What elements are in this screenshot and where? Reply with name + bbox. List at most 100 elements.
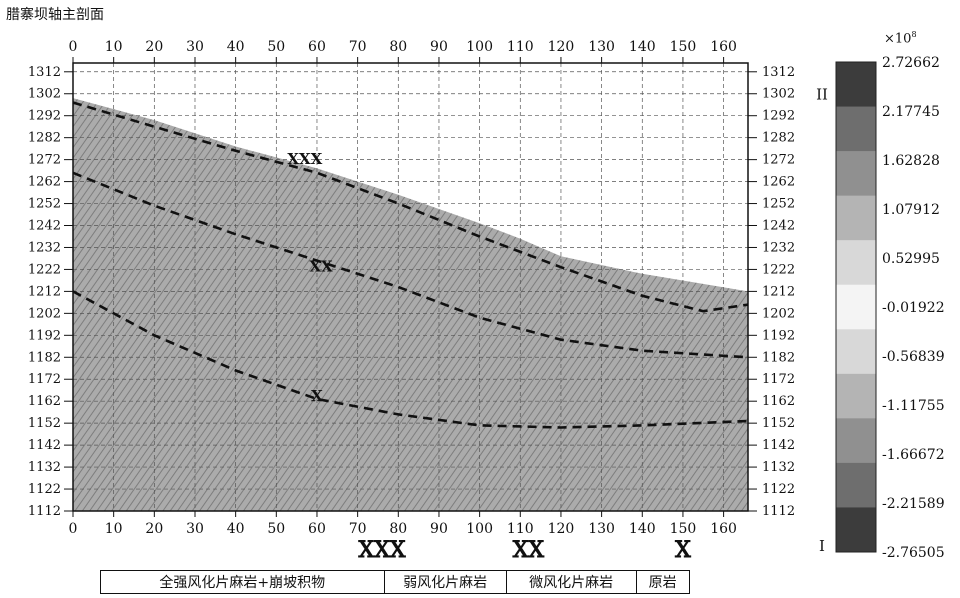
x-tick-label-bottom: 140 xyxy=(629,521,656,537)
y-tick-label-left: 1122 xyxy=(28,482,61,497)
colorbar-label: -2.21589 xyxy=(882,496,945,512)
colorbar-label: 0.52995 xyxy=(882,251,940,267)
y-tick-label-left: 1142 xyxy=(28,438,61,453)
x-tick-label-top: 110 xyxy=(507,39,534,55)
y-tick-label-left: 1172 xyxy=(28,372,61,387)
x-tick-label-bottom: 160 xyxy=(710,521,737,537)
colorbar-frame xyxy=(835,61,877,553)
colorbar-band xyxy=(836,62,876,108)
y-tick-label-left: 1182 xyxy=(28,350,61,365)
y-tick-label-left: 1192 xyxy=(28,328,61,343)
y-tick-label-right: 1202 xyxy=(762,306,795,321)
y-tick-label-right: 1112 xyxy=(762,504,795,519)
colorbar-band xyxy=(836,151,876,197)
y-axis-right: 1312 1302 1292 1282 1272 1262 1252 1242 1232 1222… xyxy=(748,65,795,519)
y-tick-label-right: 1172 xyxy=(762,372,795,387)
colorbar-label: -1.11755 xyxy=(882,398,945,414)
colorbar-label: 1.62828 xyxy=(882,153,940,169)
side-label-bottom: I xyxy=(819,537,825,555)
colorbar-band xyxy=(836,195,876,241)
x-tick-label-bottom: 80 xyxy=(389,521,407,537)
side-labels: III xyxy=(816,86,828,555)
colorbar-label: -0.01922 xyxy=(882,300,945,316)
x-tick-label-top: 0 xyxy=(69,39,78,55)
bottom-zone-label: X xyxy=(675,538,691,563)
y-tick-label-left: 1242 xyxy=(28,219,61,234)
y-tick-label-right: 1232 xyxy=(762,240,795,255)
x-tick-label-top: 140 xyxy=(629,39,656,55)
x-tick-label-bottom: 90 xyxy=(430,521,448,537)
chart-title: 腊寨坝轴主剖面 xyxy=(6,7,104,23)
y-tick-label-right: 1212 xyxy=(762,284,795,299)
y-tick-label-left: 1162 xyxy=(28,394,61,409)
curve-label: X xyxy=(311,387,323,405)
x-tick-label-top: 120 xyxy=(548,39,575,55)
heatmap-field xyxy=(73,63,748,511)
y-tick-label-right: 1262 xyxy=(762,175,795,190)
x-tick-label-top: 40 xyxy=(227,39,245,55)
colorbar-label: 2.72662 xyxy=(882,55,940,71)
x-tick-label-bottom: 150 xyxy=(670,521,697,537)
y-tick-label-right: 1222 xyxy=(762,262,795,277)
y-tick-label-left: 1152 xyxy=(28,416,61,431)
colorbar-band xyxy=(836,329,876,375)
y-tick-label-right: 1282 xyxy=(762,131,795,146)
x-tick-label-top: 20 xyxy=(145,39,163,55)
colorbar-label: 2.17745 xyxy=(882,104,940,120)
y-tick-label-left: 1132 xyxy=(28,460,61,475)
y-tick-label-right: 1242 xyxy=(762,219,795,234)
colorbar-band xyxy=(836,240,876,286)
x-tick-label-bottom: 100 xyxy=(466,521,493,537)
x-axis-bottom: 0 10 20 30 40 50 60 70 80 90 100 110 120 130 140 150 160 xyxy=(69,511,737,537)
x-tick-label-top: 160 xyxy=(710,39,737,55)
y-tick-label-right: 1252 xyxy=(762,197,795,212)
zone-box: 微风化片麻岩 xyxy=(506,570,637,594)
colorbar: 2.72662 2.17745 1.62828 1.07912 0.52995 -0.01… xyxy=(835,55,945,561)
bottom-zone-label: XXX xyxy=(359,538,406,563)
y-axis-left: 1312 1302 1292 1282 1272 1262 1252 1242 1232 1222… xyxy=(28,65,73,519)
zone-box: 原岩 xyxy=(636,570,690,594)
colorbar-label: -0.56839 xyxy=(882,349,945,365)
y-tick-label-left: 1212 xyxy=(28,284,61,299)
side-label-top: II xyxy=(816,86,828,104)
y-tick-label-right: 1142 xyxy=(762,438,795,453)
x-tick-label-top: 80 xyxy=(389,39,407,55)
colorbar-band xyxy=(836,373,876,419)
y-tick-label-right: 1192 xyxy=(762,328,795,343)
y-tick-label-left: 1222 xyxy=(28,262,61,277)
x-tick-label-bottom: 50 xyxy=(267,521,285,537)
x-axis-top: 0 10 20 30 40 50 60 70 80 90 100 110 120 130 140 150 160 xyxy=(69,39,737,63)
y-tick-label-right: 1162 xyxy=(762,394,795,409)
x-tick-label-top: 60 xyxy=(308,39,326,55)
y-tick-label-left: 1232 xyxy=(28,240,61,255)
x-tick-label-top: 150 xyxy=(670,39,697,55)
grid xyxy=(72,63,748,512)
x-tick-label-bottom: 60 xyxy=(308,521,326,537)
y-tick-label-left: 1262 xyxy=(28,175,61,190)
y-tick-label-left: 1292 xyxy=(28,109,61,124)
colorbar-band xyxy=(836,106,876,152)
boundary-curve-x xyxy=(72,290,749,429)
bottom-zone-label: XX xyxy=(513,538,545,563)
colorbar-band xyxy=(836,284,876,330)
colorbar-band xyxy=(836,507,876,553)
x-tick-label-bottom: 20 xyxy=(145,521,163,537)
x-tick-label-bottom: 30 xyxy=(186,521,204,537)
bottom-labels: XXX XX X xyxy=(358,538,692,564)
y-tick-label-left: 1202 xyxy=(28,306,61,321)
colorbar-label: -2.76505 xyxy=(882,545,945,561)
y-tick-label-right: 1182 xyxy=(762,350,795,365)
colorbar-band xyxy=(836,418,876,464)
y-tick-label-right: 1302 xyxy=(762,87,795,102)
colorbar-label: -1.66672 xyxy=(882,447,945,463)
curve-label: XX xyxy=(309,258,333,276)
plot-frame xyxy=(72,62,749,512)
y-tick-label-left: 1112 xyxy=(28,504,61,519)
x-tick-label-top: 10 xyxy=(105,39,123,55)
y-tick-label-left: 1312 xyxy=(28,65,61,80)
boundary-curve-xxx xyxy=(72,101,749,313)
y-tick-label-right: 1312 xyxy=(762,65,795,80)
x-tick-label-bottom: 0 xyxy=(69,521,78,537)
boundary-curve-xx xyxy=(72,171,749,359)
